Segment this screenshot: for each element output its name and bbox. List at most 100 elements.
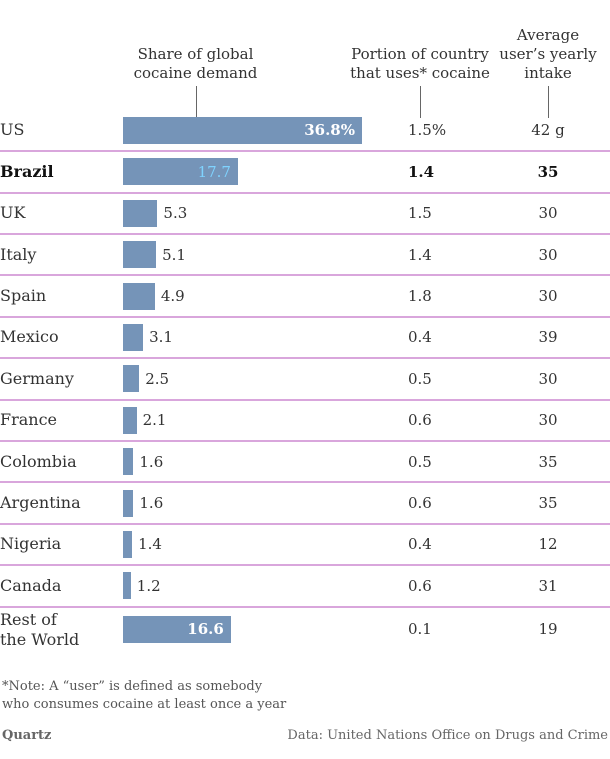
bar-value-label: 3.1 — [149, 328, 173, 347]
table-row: Brazil 17.7 1.4 35 — [0, 151, 610, 192]
bar-value-label: 2.1 — [142, 411, 167, 430]
bar-us — [123, 116, 362, 144]
country-label: UK — [0, 203, 25, 223]
country-label: Germany — [0, 369, 74, 389]
bar-value-label: 17.7 — [197, 162, 231, 181]
row-separator — [0, 481, 610, 484]
country-label: Rest of the World — [0, 610, 79, 650]
header-portion-line-1: Portion of country — [351, 45, 489, 63]
bar-germany — [123, 365, 140, 393]
table-row: Rest of the World 16.6 0.1 19 — [0, 601, 610, 657]
country-label-line: Rest of — [0, 610, 57, 630]
country-label: US — [0, 120, 24, 140]
country-label: Brazil — [0, 162, 54, 182]
footnote-line-2: who consumes cocaine at least once a yea… — [2, 697, 287, 712]
bar-uk — [123, 199, 158, 227]
portion-value: 0.5 — [408, 369, 432, 388]
table-row: Germany 2.5 0.5 30 — [0, 358, 610, 399]
bar-value-label: 1.6 — [139, 494, 164, 513]
country-label-line: France — [0, 410, 58, 430]
country-label-line: Mexico — [0, 327, 59, 347]
country-label-line: the World — [0, 630, 80, 650]
portion-value: 0.1 — [408, 620, 432, 639]
table-row: US 36.8% 1.5% 42 g — [0, 110, 610, 151]
bar-nigeria — [123, 530, 133, 558]
table-row: Argentina 1.6 0.6 35 — [0, 482, 610, 523]
country-label-line: Colombia — [0, 451, 77, 471]
header-intake-line-3: intake — [524, 64, 572, 82]
country-label: Italy — [0, 245, 36, 265]
portion-value: 0.6 — [408, 411, 432, 430]
bar-value-label: 16.6 — [187, 620, 224, 639]
table-row: Italy 5.1 1.4 30 — [0, 234, 610, 275]
table-row: Canada 1.2 0.6 31 — [0, 565, 610, 606]
intake-value: 42 g — [531, 121, 565, 140]
row-separator — [0, 357, 610, 360]
bar-value-label: 1.6 — [139, 452, 164, 471]
intake-value: 39 — [538, 328, 558, 347]
header-share-line-2: cocaine demand — [133, 64, 258, 82]
row-separator — [0, 233, 610, 235]
country-label: Argentina — [0, 493, 81, 513]
country-label: Canada — [0, 576, 61, 596]
footnote: *Note: A “user” is defined as somebody w… — [2, 678, 286, 714]
portion-value: 0.6 — [408, 576, 432, 595]
bar-value-label: 5.3 — [163, 204, 188, 223]
bar-rest-of-the-world — [123, 615, 231, 643]
bar-canada — [123, 572, 131, 600]
header-intake-tick — [548, 86, 549, 118]
row-separator — [0, 398, 610, 401]
country-label: France — [0, 410, 57, 430]
portion-value: 1.5 — [408, 204, 432, 223]
intake-value: 12 — [538, 535, 558, 554]
portion-value: 0.4 — [408, 328, 432, 347]
row-separator — [0, 605, 610, 608]
bar-argentina — [123, 489, 134, 517]
intake-value: 35 — [538, 452, 558, 471]
row-separator — [0, 150, 610, 153]
bar-value-label: 2.5 — [145, 369, 170, 388]
table-row: Colombia 1.6 0.5 35 — [0, 441, 610, 482]
bar-value-label: 1.2 — [136, 576, 161, 595]
intake-value: 35 — [538, 494, 558, 513]
header-portion: Portion of country that uses* cocaine — [348, 45, 492, 83]
country-label: Mexico — [0, 327, 59, 347]
portion-value: 1.8 — [408, 287, 432, 306]
row-separator — [0, 440, 610, 442]
table-row: Spain 4.9 1.8 30 — [0, 275, 610, 316]
bar-italy — [123, 241, 157, 269]
country-label: Spain — [0, 286, 46, 306]
portion-value: 0.5 — [408, 452, 432, 471]
row-separator — [0, 274, 610, 277]
bar-value-label: 5.1 — [162, 245, 186, 264]
table-row: France 2.1 0.6 30 — [0, 400, 610, 441]
country-label: Nigeria — [0, 534, 61, 554]
row-separator — [0, 564, 610, 567]
intake-value: 30 — [538, 287, 558, 306]
intake-value: 30 — [538, 411, 558, 430]
country-label-line: Italy — [0, 244, 37, 264]
header-intake-line-2: user’s yearly — [499, 45, 597, 63]
brand-label: Quartz — [2, 728, 52, 743]
intake-value: 30 — [538, 369, 558, 388]
country-label-line: UK — [0, 203, 26, 223]
bar-colombia — [123, 448, 134, 476]
intake-value: 19 — [538, 620, 558, 639]
country-label-line: Germany — [0, 368, 74, 388]
header-intake-line-1: Average — [516, 26, 580, 44]
row-separator — [0, 315, 610, 318]
intake-value: 30 — [538, 204, 558, 223]
portion-value: 1.4 — [408, 245, 432, 264]
country-label-line: Argentina — [0, 493, 81, 513]
bar-value-label: 36.8% — [304, 121, 355, 140]
country-label-line: Brazil — [0, 161, 54, 181]
footnote-line-1: *Note: A “user” is defined as somebody — [2, 679, 263, 694]
header-portion-tick — [420, 86, 421, 118]
header-share-tick — [196, 86, 197, 118]
portion-value: 1.4 — [408, 162, 435, 181]
table-row: Nigeria 1.4 0.4 12 — [0, 524, 610, 565]
row-separator — [0, 191, 610, 194]
header-portion-line-2: that uses* cocaine — [350, 64, 490, 82]
source-label: Data: United Nations Office on Drugs and… — [287, 728, 608, 743]
bar-france — [123, 406, 137, 434]
